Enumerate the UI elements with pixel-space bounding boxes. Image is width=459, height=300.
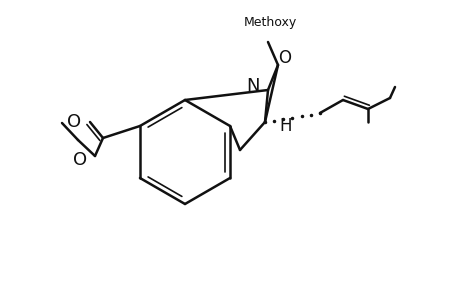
Text: N: N	[246, 77, 259, 95]
Text: O: O	[67, 113, 81, 131]
Text: O: O	[278, 49, 291, 67]
Text: O: O	[73, 151, 87, 169]
Text: Methoxy: Methoxy	[243, 16, 296, 28]
Text: H: H	[279, 117, 291, 135]
